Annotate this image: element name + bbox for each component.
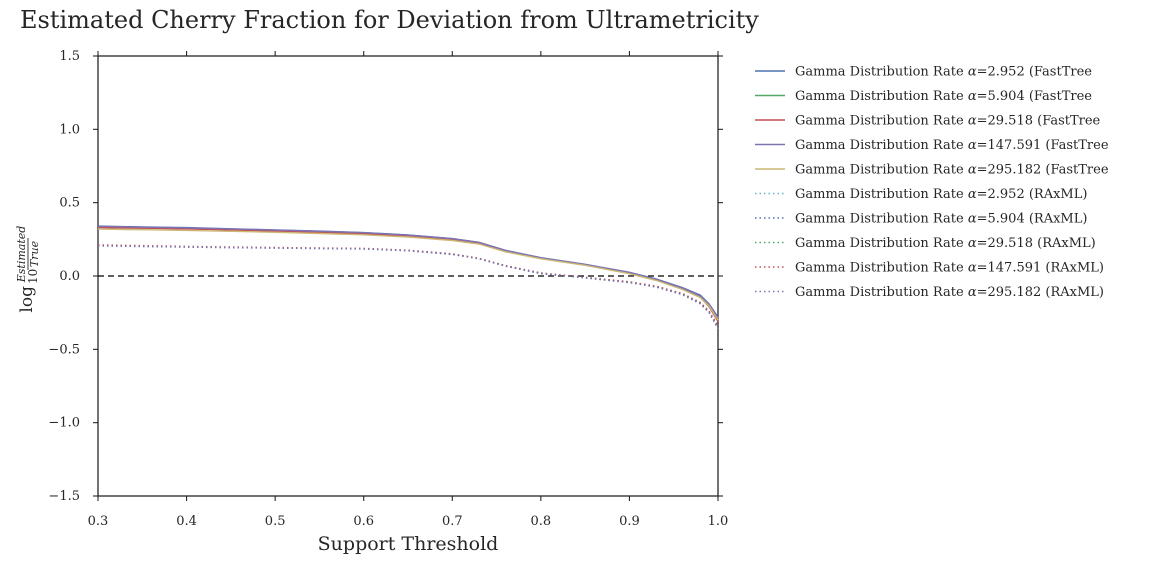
y-axis-label: log 10 Estimated True bbox=[15, 226, 41, 313]
x-tick-label: 0.4 bbox=[176, 514, 197, 529]
y-tick-label: 0.0 bbox=[59, 269, 80, 284]
legend-entry-value: =29.518 (RAxML) bbox=[977, 236, 1096, 251]
y-axis-ticks: 1.5 1.0 0.5 0.0 −0.5 −1.0 −1.5 bbox=[48, 49, 723, 504]
legend-entry-alpha: α bbox=[968, 65, 977, 80]
y-axis-label-denominator: True bbox=[28, 240, 41, 267]
legend-entry-name: Gamma Distribution Rate bbox=[795, 163, 968, 178]
legend-entry-label: Gamma Distribution Rate α=29.518 (FastTr… bbox=[795, 114, 1101, 129]
x-tick-label: 0.3 bbox=[88, 514, 109, 529]
legend-entry-alpha: α bbox=[968, 261, 977, 276]
y-tick-label: 1.5 bbox=[59, 49, 80, 64]
legend-entry-label: Gamma Distribution Rate α=295.182 (RAxML… bbox=[795, 285, 1104, 300]
legend-entry-name: Gamma Distribution Rate bbox=[795, 138, 968, 153]
x-tick-label: 1.0 bbox=[708, 514, 729, 529]
legend-entry-label: Gamma Distribution Rate α=147.591 (FastT… bbox=[795, 138, 1109, 153]
legend-entry-value: =147.591 (RAxML) bbox=[977, 261, 1104, 276]
legend-entry-value: =2.952 (FastTree bbox=[977, 65, 1093, 80]
legend-entry-alpha: α bbox=[968, 187, 977, 202]
legend-entry-value: =5.904 (RAxML) bbox=[977, 212, 1088, 227]
legend-entry-alpha: α bbox=[968, 89, 977, 104]
series-line-4 bbox=[97, 225, 719, 319]
legend-entry-name: Gamma Distribution Rate bbox=[795, 236, 968, 251]
legend-entry-name: Gamma Distribution Rate bbox=[795, 89, 968, 104]
series-line-10 bbox=[97, 245, 719, 329]
x-tick-label: 0.9 bbox=[619, 514, 640, 529]
y-axis-label-subscript: 10 bbox=[26, 269, 40, 284]
x-tick-label: 0.8 bbox=[531, 514, 552, 529]
legend-entry-label: Gamma Distribution Rate α=147.591 (RAxML… bbox=[795, 261, 1104, 276]
legend-entry-label: Gamma Distribution Rate α=5.904 (RAxML) bbox=[795, 212, 1087, 227]
y-tick-label: −0.5 bbox=[48, 342, 80, 357]
legend-entry-alpha: α bbox=[968, 212, 977, 227]
legend-entry-name: Gamma Distribution Rate bbox=[795, 261, 968, 276]
legend: Gamma Distribution Rate α=2.952 (FastTre… bbox=[755, 65, 1109, 300]
series-line-8 bbox=[97, 244, 719, 328]
series-line-9 bbox=[97, 244, 719, 327]
y-tick-label: −1.0 bbox=[48, 416, 80, 431]
legend-entry-label: Gamma Distribution Rate α=2.952 (RAxML) bbox=[795, 187, 1087, 202]
legend-entry-alpha: α bbox=[968, 114, 977, 129]
legend-entry-value: =2.952 (RAxML) bbox=[977, 187, 1088, 202]
legend-entry-label: Gamma Distribution Rate α=2.952 (FastTre… bbox=[795, 65, 1092, 80]
legend-entry-label: Gamma Distribution Rate α=5.904 (FastTre… bbox=[795, 89, 1092, 104]
legend-entry-label: Gamma Distribution Rate α=29.518 (RAxML) bbox=[795, 236, 1096, 251]
series-line-3 bbox=[97, 226, 719, 322]
x-tick-label: 0.7 bbox=[442, 514, 463, 529]
y-tick-label: 1.0 bbox=[59, 122, 80, 137]
legend-entry-name: Gamma Distribution Rate bbox=[795, 65, 968, 80]
series-line-5 bbox=[97, 228, 719, 321]
chart-title: Estimated Cherry Fraction for Deviation … bbox=[20, 6, 759, 34]
x-tick-label: 0.6 bbox=[353, 514, 374, 529]
legend-entry-alpha: α bbox=[968, 163, 977, 178]
x-axis-label: Support Threshold bbox=[318, 533, 499, 555]
legend-entry-value: =295.182 (RAxML) bbox=[977, 285, 1104, 300]
legend-entry-name: Gamma Distribution Rate bbox=[795, 285, 968, 300]
legend-entry-name: Gamma Distribution Rate bbox=[795, 187, 968, 202]
y-tick-label: −1.5 bbox=[48, 489, 80, 504]
legend-entry-label: Gamma Distribution Rate α=295.182 (FastT… bbox=[795, 163, 1109, 178]
x-tick-label: 0.5 bbox=[265, 514, 286, 529]
x-axis-ticks: 0.3 0.4 0.5 0.6 0.7 0.8 0.9 1.0 bbox=[88, 51, 729, 529]
legend-entry-value: =29.518 (FastTree bbox=[977, 114, 1101, 129]
legend-entry-alpha: α bbox=[968, 138, 977, 153]
y-axis-label-log: log bbox=[17, 286, 37, 313]
series-layer bbox=[97, 225, 719, 330]
legend-entry-name: Gamma Distribution Rate bbox=[795, 114, 968, 129]
y-tick-label: 0.5 bbox=[59, 196, 80, 211]
series-line-6 bbox=[97, 244, 719, 327]
y-axis-label-numerator: Estimated bbox=[15, 226, 28, 284]
legend-entry-value: =5.904 (FastTree bbox=[977, 89, 1093, 104]
legend-entry-name: Gamma Distribution Rate bbox=[795, 212, 968, 227]
legend-entry-value: =295.182 (FastTree bbox=[977, 163, 1109, 178]
legend-entry-alpha: α bbox=[968, 236, 977, 251]
series-line-7 bbox=[97, 245, 719, 330]
legend-entry-value: =147.591 (FastTree bbox=[977, 138, 1109, 153]
legend-entry-alpha: α bbox=[968, 285, 977, 300]
